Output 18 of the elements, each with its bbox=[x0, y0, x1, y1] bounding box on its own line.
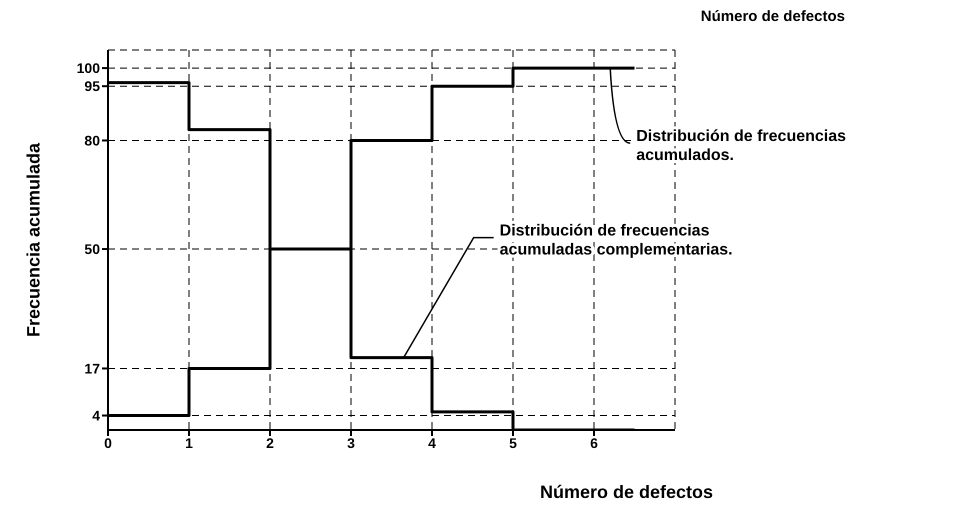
x-tick-label: 0 bbox=[104, 434, 112, 451]
x-tick-label: 4 bbox=[428, 434, 436, 451]
x-tick-label: 2 bbox=[266, 434, 274, 451]
annotation: Distribución de frecuencias acumuladas complementarias. bbox=[500, 222, 733, 259]
y-axis-title: Frecuencia acumulada bbox=[23, 142, 44, 338]
y-tick-label: 17 bbox=[84, 360, 100, 376]
x-tick-label: 3 bbox=[347, 434, 356, 451]
y-tick-label: 50 bbox=[84, 241, 100, 258]
y-tick-label: 80 bbox=[84, 132, 100, 148]
y-tick-label: 100 bbox=[76, 60, 100, 76]
annotation: Distribución de frecuencias acumulados. bbox=[636, 128, 846, 164]
y-tick-label: 4 bbox=[92, 407, 100, 424]
x-tick-label: 1 bbox=[185, 434, 194, 451]
x-axis-title: Número de defectos bbox=[540, 482, 713, 502]
y-tick-label: 95 bbox=[84, 78, 100, 94]
x-tick-label: 6 bbox=[590, 434, 598, 451]
text: Número de defectos bbox=[700, 8, 845, 25]
x-tick-label: 5 bbox=[509, 434, 518, 451]
